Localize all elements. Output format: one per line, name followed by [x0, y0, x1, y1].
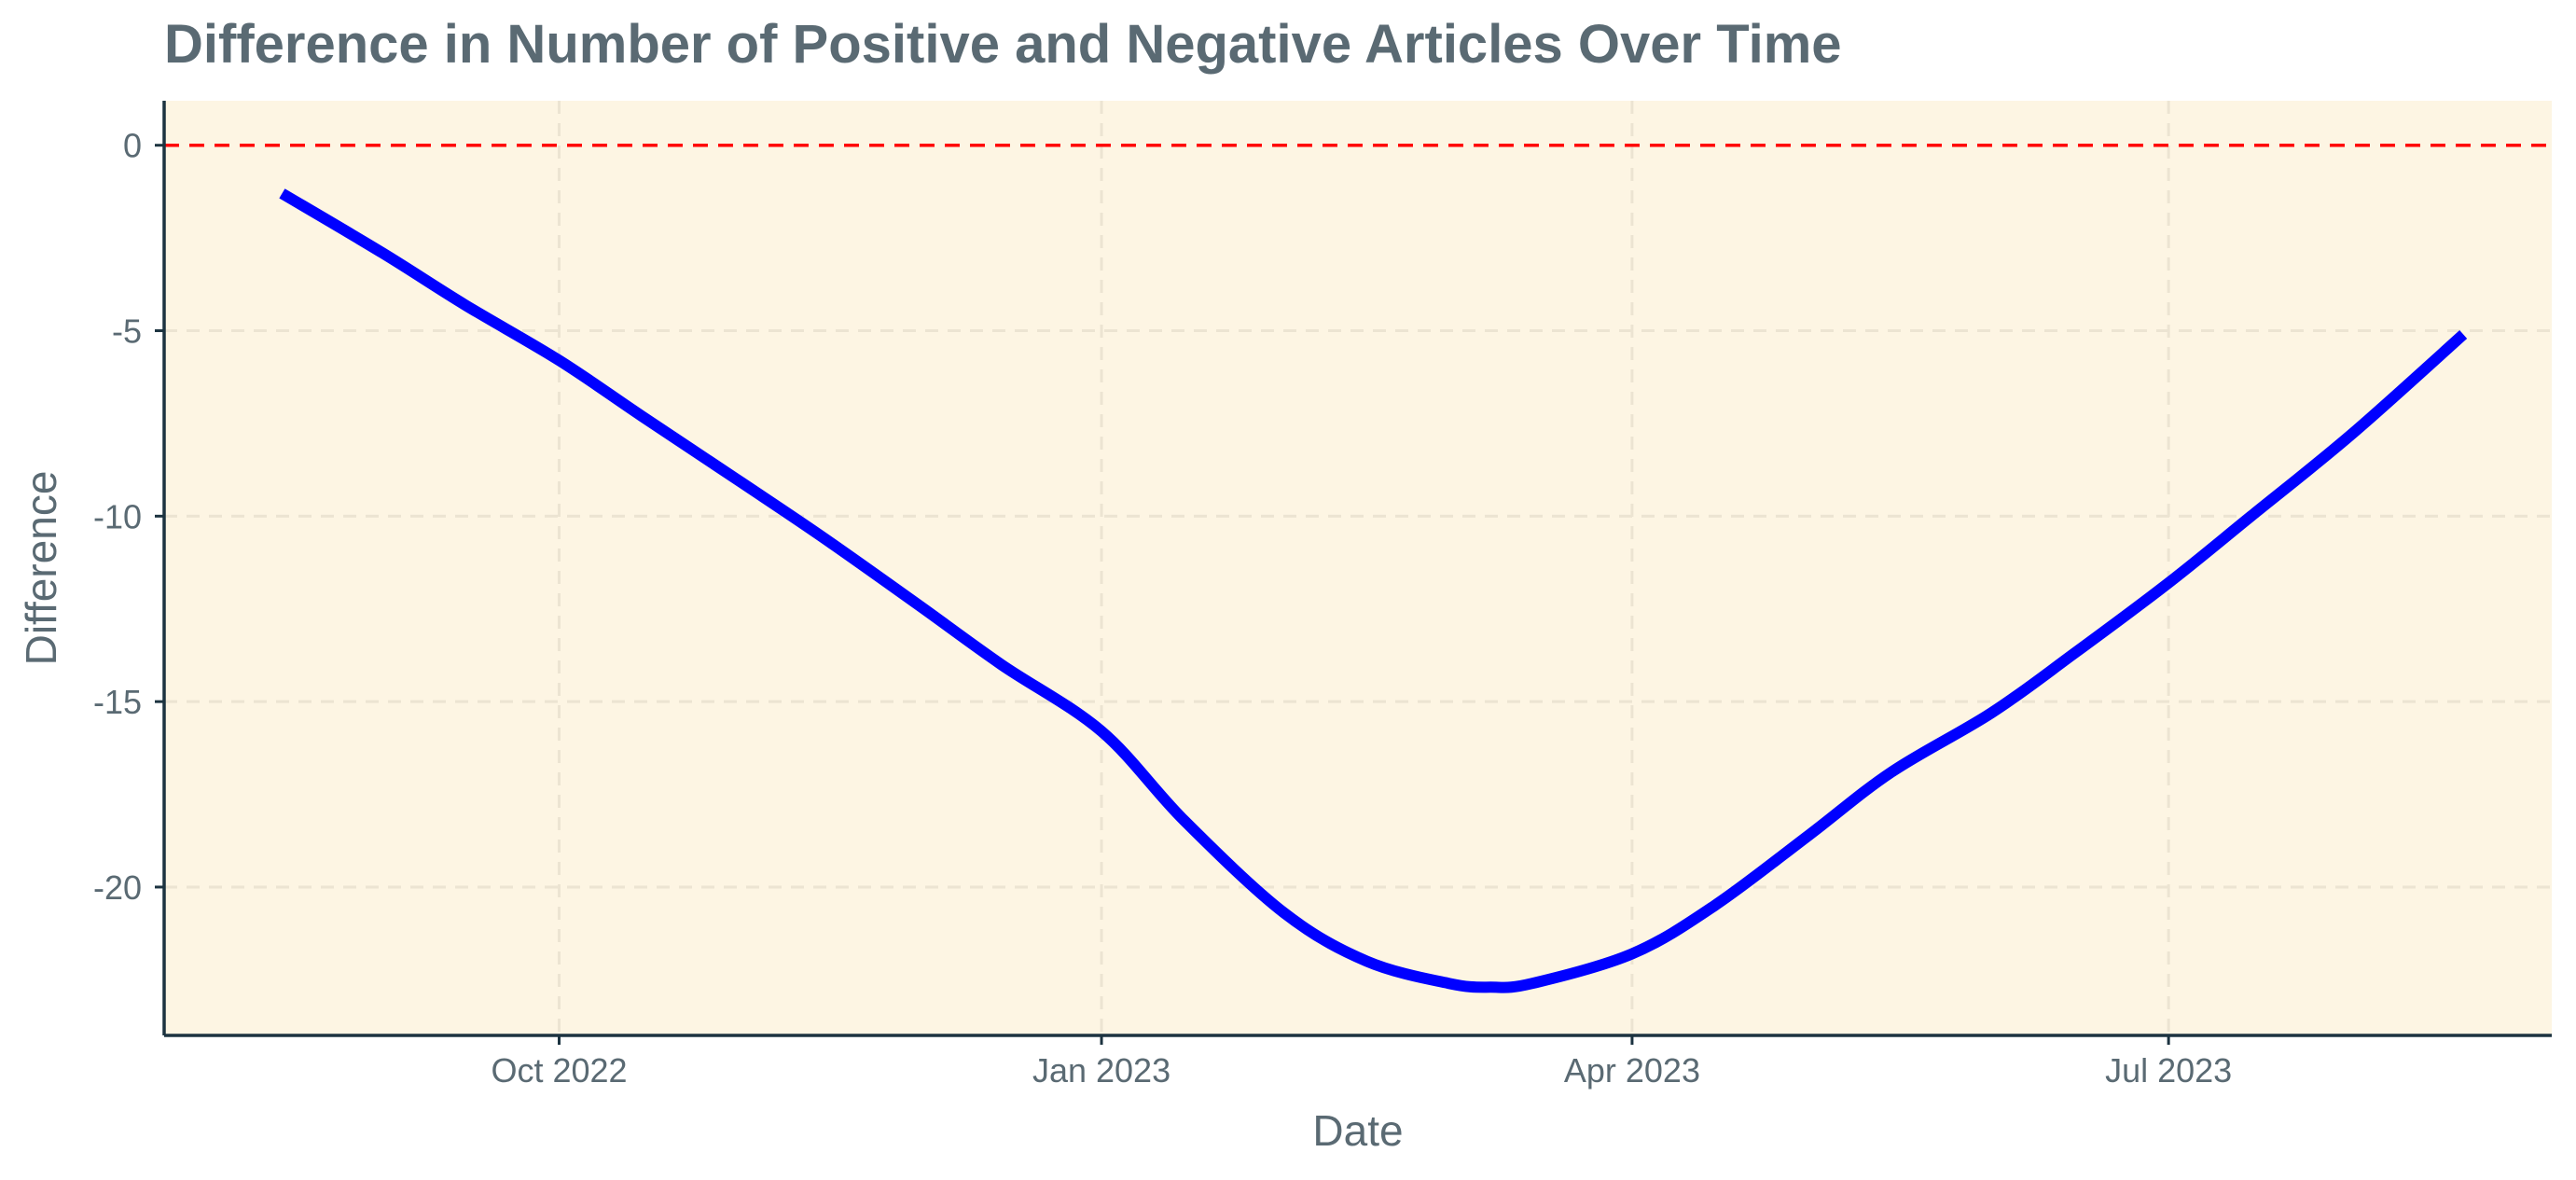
y-tick-label: -20: [93, 868, 142, 907]
x-tick-label: Oct 2022: [491, 1051, 627, 1090]
y-tick-label: -10: [93, 497, 142, 535]
axis-ticks: [155, 144, 2170, 1045]
difference-line: [279, 188, 2468, 993]
plot-background: [164, 101, 2552, 1035]
y-tick-label: -5: [112, 312, 142, 351]
x-axis-label: Date: [1312, 1106, 1403, 1155]
grid-lines: [164, 101, 2552, 1035]
chart-title: Difference in Number of Positive and Neg…: [164, 14, 1842, 75]
x-tick-label: Jul 2023: [2105, 1051, 2232, 1090]
y-tick-label: -15: [93, 683, 142, 721]
y-axis-label: Difference: [17, 471, 65, 666]
x-tick-label: Jan 2023: [1032, 1051, 1170, 1090]
y-tick-label: 0: [123, 127, 142, 165]
x-tick-label: Apr 2023: [1564, 1051, 1700, 1090]
tick-labels: Oct 2022 Jan 2023 Apr 2023 Jul 2023 0 -5 -10 -1…: [93, 127, 2232, 1090]
